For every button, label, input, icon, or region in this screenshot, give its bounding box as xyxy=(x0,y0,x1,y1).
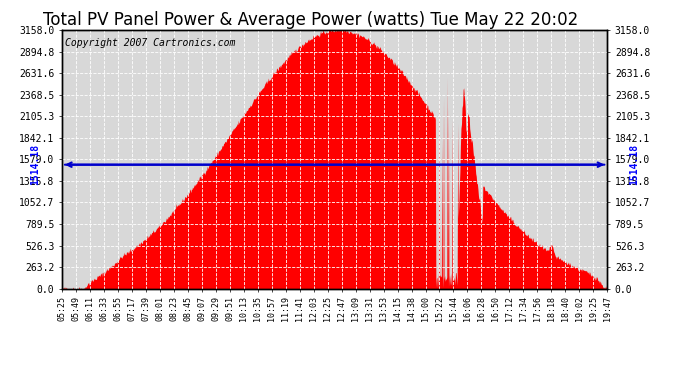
Text: Copyright 2007 Cartronics.com: Copyright 2007 Cartronics.com xyxy=(65,38,235,48)
Text: Total PV Panel Power & Average Power (watts) Tue May 22 20:02: Total PV Panel Power & Average Power (wa… xyxy=(43,11,578,29)
Text: 1514.18: 1514.18 xyxy=(629,144,639,185)
Text: 1514.18: 1514.18 xyxy=(30,144,40,185)
